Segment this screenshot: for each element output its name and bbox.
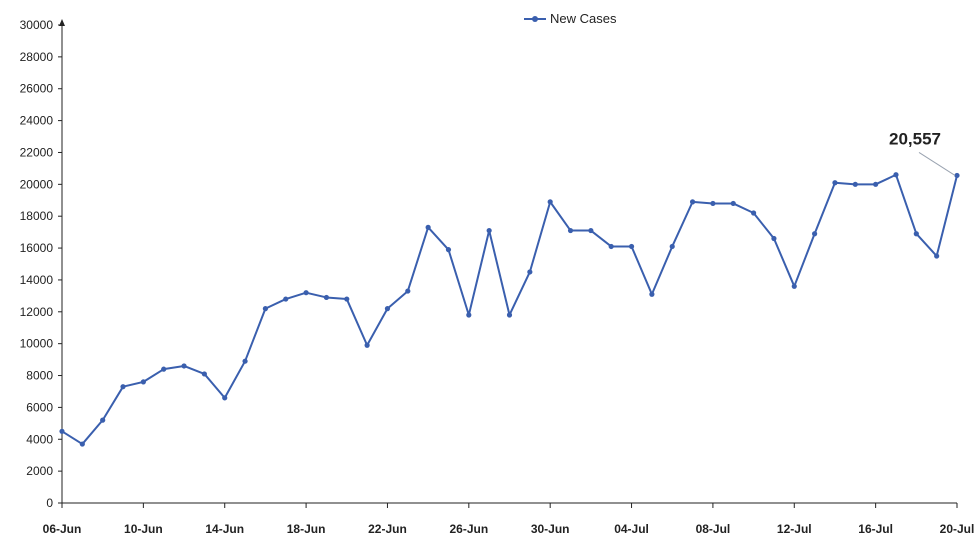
series-line [61,173,958,446]
y-tick-label: 18000 [20,209,54,223]
y-tick-label: 26000 [20,82,54,96]
data-point [934,253,940,259]
y-tick-label: 4000 [26,432,53,446]
data-point [344,296,350,302]
legend-marker-swatch [532,16,538,22]
data-point [486,227,492,234]
y-tick-label: 28000 [20,50,54,64]
x-tick-label: 10-Jun [124,522,163,536]
x-tick-label: 08-Jul [696,522,731,536]
plot-area [59,172,960,447]
data-point [689,199,696,205]
y-axis-arrow [59,19,65,26]
data-point [242,358,248,364]
data-point [323,294,330,301]
data-point [140,379,146,385]
x-tick-label: 06-Jun [43,522,82,536]
data-point [852,181,858,187]
x-tick-label: 14-Jun [205,522,244,536]
data-point [527,269,533,275]
y-tick-label: 22000 [20,145,54,159]
data-point [445,247,452,253]
data-point [79,441,85,447]
y-tick-label: 24000 [20,114,54,128]
y-axis: 0 2000 4000 6000 8000 10000 12000 14000 16000 180… [20,18,65,510]
data-point [791,283,797,289]
y-tick-label: 30000 [20,18,54,32]
x-tick-label: 16-Jul [858,522,893,536]
data-point [201,371,207,377]
annotation: 20,557 [889,129,956,176]
x-axis: 06-Jun 10-Jun 14-Jun 18-Jun 22-Jun 26-Jun 30-J… [43,502,975,536]
y-tick-label: 2000 [26,464,53,478]
y-tick-label: 0 [46,496,53,510]
data-point [59,428,65,434]
y-tick-label: 10000 [20,337,54,351]
annotation-label: 20,557 [889,129,941,148]
data-point [608,243,614,250]
data-point [303,290,309,296]
data-point [283,296,289,302]
data-point [954,172,960,179]
x-tick-label: 26-Jun [449,522,488,536]
data-point [161,366,167,372]
data-point [567,227,574,234]
y-tick-label: 14000 [20,273,54,287]
data-point [832,180,838,186]
data-point [710,200,716,207]
data-point [547,199,553,205]
data-point [506,312,513,318]
x-tick-label: 12-Jul [777,522,812,536]
y-tick-label: 6000 [26,400,53,414]
data-point [893,172,899,178]
x-tick-label: 18-Jun [287,522,326,536]
data-point [100,417,106,423]
data-point [669,243,675,250]
data-point [771,235,777,242]
y-tick-label: 8000 [26,369,53,383]
data-point [750,210,757,216]
data-point [628,243,635,250]
x-tick-label: 04-Jul [614,522,649,536]
data-point [466,312,472,318]
data-point [588,227,594,234]
data-point [649,291,655,297]
data-point [730,200,736,207]
data-point [425,224,431,230]
y-tick-label: 12000 [20,305,54,319]
legend-label: New Cases [550,11,617,26]
data-point [384,306,391,312]
x-tick-label: 30-Jun [531,522,570,536]
legend: New Cases [524,11,617,26]
x-tick-label: 22-Jun [368,522,407,536]
annotation-leader-line [918,152,956,176]
data-point [812,231,818,237]
data-point [913,231,919,237]
data-point [405,288,411,294]
y-tick-label: 20000 [20,177,54,191]
data-point [222,395,228,401]
data-point [181,363,187,369]
y-tick-label: 16000 [20,241,54,255]
data-point [262,306,269,312]
data-point [364,342,370,348]
data-point [120,384,126,390]
x-tick-label: 20-Jul [940,522,975,536]
data-point [873,181,879,187]
